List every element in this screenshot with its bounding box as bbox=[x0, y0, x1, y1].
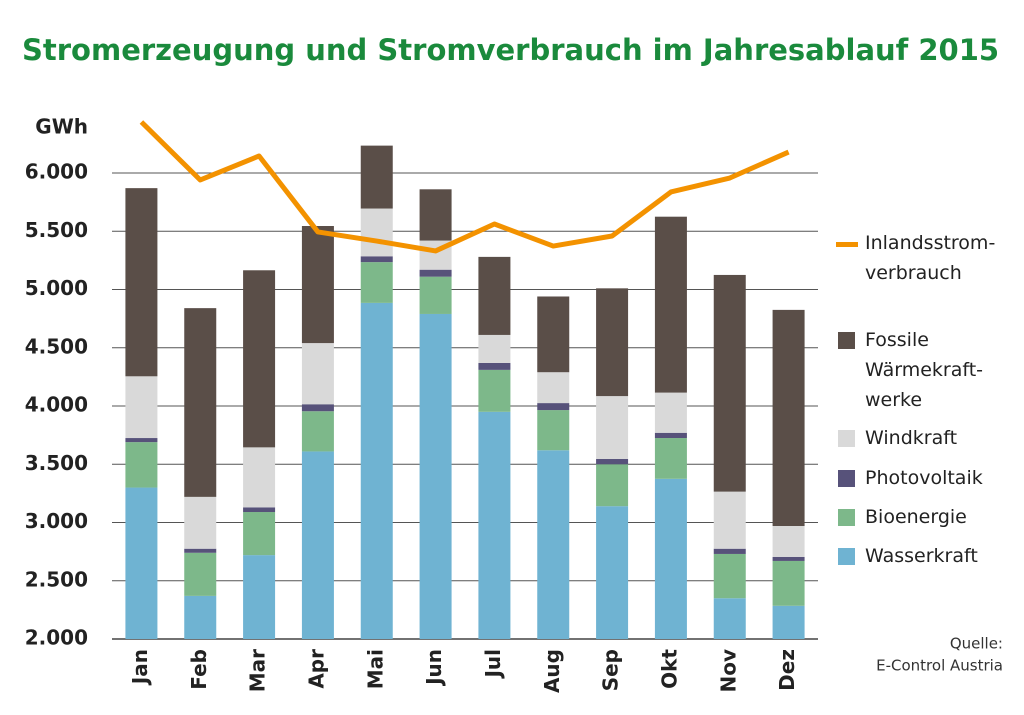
bar-segment bbox=[596, 288, 629, 397]
bar-segment bbox=[654, 392, 687, 433]
y-axis-label: GWh bbox=[35, 115, 88, 139]
legend-swatch bbox=[838, 430, 855, 447]
bar-segment bbox=[301, 451, 334, 639]
legend-swatch bbox=[836, 242, 858, 247]
x-tick-label: Nov bbox=[716, 649, 740, 693]
x-tick-label: Dez bbox=[775, 649, 799, 691]
bar-segment bbox=[772, 560, 805, 606]
x-tick-label: Mai bbox=[363, 649, 387, 689]
bar-segment bbox=[360, 256, 393, 263]
bar-segment bbox=[419, 189, 452, 241]
bar-segment bbox=[184, 496, 217, 549]
bar-segment bbox=[243, 447, 276, 508]
line bbox=[139, 120, 790, 254]
x-tick-label: Jun bbox=[422, 649, 446, 687]
bar-segment bbox=[243, 555, 276, 639]
bar-segment bbox=[243, 507, 276, 513]
x-tick-label: Jan bbox=[128, 649, 152, 686]
bar-segment bbox=[301, 226, 334, 344]
bar-segment bbox=[654, 478, 687, 639]
bar-segment bbox=[419, 313, 452, 639]
bar-segment bbox=[478, 334, 511, 363]
x-tick-label: Aug bbox=[540, 649, 564, 693]
bar-segment bbox=[301, 411, 334, 452]
bar-segment bbox=[243, 270, 276, 448]
bar-segment bbox=[184, 595, 217, 639]
y-tick-label: 2.500 bbox=[25, 567, 88, 591]
x-tick-label: Okt bbox=[657, 649, 681, 689]
y-tick-label: 4.500 bbox=[25, 334, 88, 358]
bar-segment bbox=[596, 464, 629, 507]
y-tick-label: 5.500 bbox=[25, 218, 88, 242]
bar-segment bbox=[537, 372, 570, 404]
bar-segment bbox=[596, 396, 629, 460]
bar-segment bbox=[360, 262, 393, 303]
bar-segment bbox=[301, 404, 334, 412]
bar-segment bbox=[713, 548, 746, 554]
bar-segment bbox=[243, 512, 276, 556]
source: Quelle: bbox=[950, 635, 1003, 653]
legend-swatch bbox=[838, 470, 855, 487]
bar-segment bbox=[125, 442, 158, 488]
source: E-Control Austria bbox=[876, 657, 1003, 675]
bar-segment bbox=[537, 450, 570, 639]
legend-label: Photovoltaik bbox=[865, 467, 983, 489]
bar-segment bbox=[596, 459, 629, 465]
legend-label: Windkraft bbox=[865, 427, 958, 449]
bar-segment bbox=[713, 491, 746, 549]
bar-segment bbox=[478, 256, 511, 335]
bar-segment bbox=[713, 274, 746, 492]
x-tick-label: Feb bbox=[187, 649, 211, 690]
bar-segment bbox=[713, 598, 746, 639]
legend-label: Bioenergie bbox=[865, 506, 967, 528]
legend-label: Fossile Wärmekraft-werke bbox=[865, 329, 984, 411]
bar-segment bbox=[419, 276, 452, 314]
bar-segment bbox=[654, 438, 687, 479]
bar-segment bbox=[419, 269, 452, 277]
bar-segment bbox=[478, 369, 511, 412]
y-tick-label: 6.000 bbox=[25, 160, 88, 184]
bar-segment bbox=[596, 506, 629, 639]
legend-label: Wasserkraft bbox=[865, 545, 978, 567]
y-tick-label: 4.000 bbox=[25, 393, 88, 417]
y-tick-label: 3.000 bbox=[25, 509, 88, 533]
bar-segment bbox=[772, 525, 805, 557]
y-tick-label: 2.000 bbox=[25, 626, 88, 650]
bar-segment bbox=[125, 487, 158, 639]
bar-segment bbox=[184, 548, 217, 553]
bar-segment bbox=[654, 216, 687, 393]
chart-title: Stromerzeugung und Stromverbrauch im Jah… bbox=[22, 33, 999, 67]
legend-swatch bbox=[838, 509, 855, 526]
bar-segment bbox=[537, 403, 570, 411]
bar-segment bbox=[125, 376, 158, 439]
y-tick-label: 5.000 bbox=[25, 276, 88, 300]
bar-segment bbox=[125, 438, 158, 443]
bar-segment bbox=[478, 362, 511, 370]
bar-segment bbox=[772, 309, 805, 526]
bar-segment bbox=[125, 188, 158, 377]
bar-segment bbox=[654, 432, 687, 439]
x-tick-label: Jul bbox=[481, 649, 505, 680]
bar-segment bbox=[537, 296, 570, 373]
bar-segment bbox=[184, 308, 217, 497]
bar-segment bbox=[772, 605, 805, 639]
x-tick-label: Sep bbox=[599, 649, 623, 691]
x-tick-label: Mar bbox=[246, 649, 270, 692]
bar-segment bbox=[360, 208, 393, 257]
legend-swatch bbox=[838, 548, 855, 565]
bar-segment bbox=[713, 553, 746, 599]
bar-segment bbox=[360, 302, 393, 639]
y-tick-label: 3.500 bbox=[25, 451, 88, 475]
bar-segment bbox=[537, 410, 570, 451]
bar-segment bbox=[478, 411, 511, 639]
legend-swatch bbox=[838, 332, 855, 349]
x-tick-label: Apr bbox=[304, 649, 328, 689]
bar-segment bbox=[301, 343, 334, 405]
bar-segment bbox=[772, 556, 805, 561]
bar-segment bbox=[184, 552, 217, 596]
legend-label: Inlandsstrom-verbrauch bbox=[865, 232, 996, 284]
bar-segment bbox=[360, 145, 393, 209]
